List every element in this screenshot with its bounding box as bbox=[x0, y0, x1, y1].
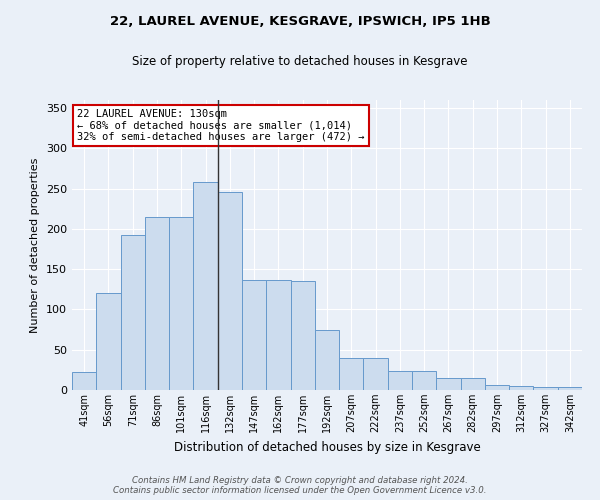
Bar bbox=[145, 217, 169, 390]
Bar bbox=[339, 358, 364, 390]
Bar bbox=[290, 281, 315, 390]
Bar bbox=[242, 280, 266, 390]
Bar bbox=[364, 358, 388, 390]
Text: Size of property relative to detached houses in Kesgrave: Size of property relative to detached ho… bbox=[132, 55, 468, 68]
Text: 22 LAUREL AVENUE: 130sqm
← 68% of detached houses are smaller (1,014)
32% of sem: 22 LAUREL AVENUE: 130sqm ← 68% of detach… bbox=[77, 108, 365, 142]
Bar bbox=[558, 387, 582, 390]
Bar bbox=[461, 378, 485, 390]
Bar bbox=[266, 280, 290, 390]
X-axis label: Distribution of detached houses by size in Kesgrave: Distribution of detached houses by size … bbox=[173, 440, 481, 454]
Bar bbox=[509, 386, 533, 390]
Bar bbox=[121, 234, 145, 390]
Bar bbox=[388, 372, 412, 390]
Bar bbox=[218, 192, 242, 390]
Bar bbox=[533, 387, 558, 390]
Bar bbox=[436, 378, 461, 390]
Bar bbox=[485, 385, 509, 390]
Text: 22, LAUREL AVENUE, KESGRAVE, IPSWICH, IP5 1HB: 22, LAUREL AVENUE, KESGRAVE, IPSWICH, IP… bbox=[110, 15, 490, 28]
Bar bbox=[72, 372, 96, 390]
Bar bbox=[193, 182, 218, 390]
Text: Contains HM Land Registry data © Crown copyright and database right 2024.
Contai: Contains HM Land Registry data © Crown c… bbox=[113, 476, 487, 495]
Bar bbox=[315, 330, 339, 390]
Bar bbox=[412, 372, 436, 390]
Y-axis label: Number of detached properties: Number of detached properties bbox=[31, 158, 40, 332]
Bar bbox=[96, 294, 121, 390]
Bar bbox=[169, 217, 193, 390]
